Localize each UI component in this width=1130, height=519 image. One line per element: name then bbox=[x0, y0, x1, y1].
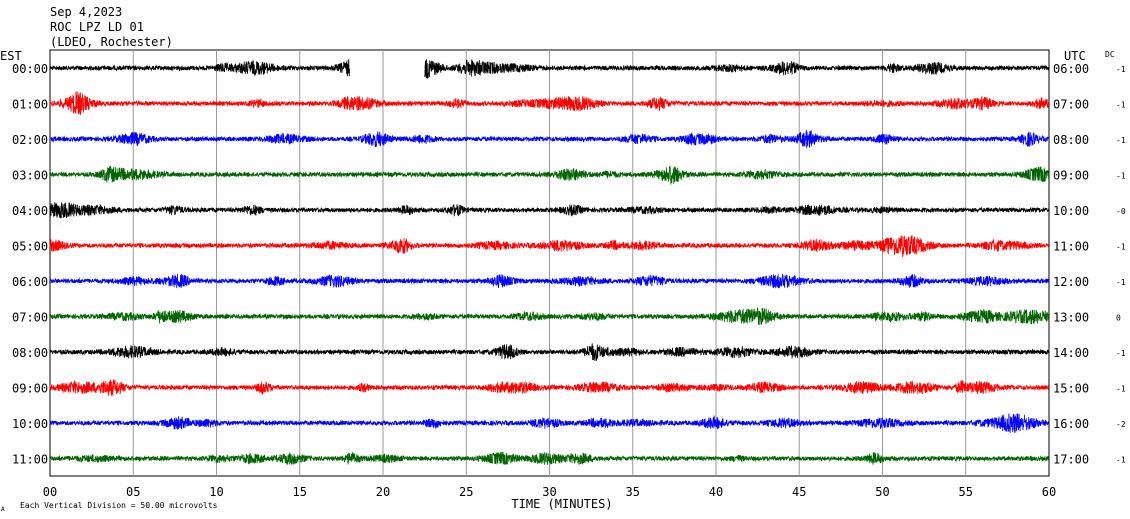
row-label-right: 09:00 bbox=[1053, 169, 1089, 183]
x-tick-label: 60 bbox=[1042, 485, 1056, 499]
seismic-trace bbox=[49, 91, 1050, 115]
vertical-division-note: Each Vertical Division = 50.00 microvolt… bbox=[20, 501, 218, 510]
row-label-right: 11:00 bbox=[1053, 240, 1089, 254]
row-label-right: 15:00 bbox=[1053, 382, 1089, 396]
row-dc-value: -1 bbox=[1116, 172, 1126, 181]
row-label-left: 00:00 bbox=[12, 62, 48, 76]
row-label-right: 06:00 bbox=[1053, 62, 1089, 76]
seismic-trace bbox=[49, 129, 1050, 149]
seismic-trace bbox=[49, 307, 1050, 325]
x-tick-label: 40 bbox=[709, 485, 723, 499]
x-tick-label: 45 bbox=[792, 485, 806, 499]
x-tick-label: 15 bbox=[293, 485, 307, 499]
x-tick-label: 05 bbox=[126, 485, 140, 499]
seismic-trace bbox=[49, 202, 1050, 219]
row-dc-value: -1 bbox=[1116, 456, 1126, 465]
seismic-trace bbox=[49, 343, 1050, 361]
row-label-right: 14:00 bbox=[1053, 346, 1089, 360]
date-label: Sep 4,2023 bbox=[50, 5, 122, 19]
row-label-left: 09:00 bbox=[12, 382, 48, 396]
row-dc-value: -1 bbox=[1116, 278, 1126, 287]
right-timezone-label: UTC bbox=[1064, 49, 1086, 63]
seismic-trace bbox=[49, 235, 1050, 258]
row-labels: 00:00 06:00 -1 01:00 07:00 -1 02:00 08:00 -1 03:0… bbox=[12, 62, 1126, 467]
seismic-trace bbox=[424, 59, 1050, 79]
dc-header-label: DC bbox=[1105, 50, 1115, 59]
x-axis-label: TIME (MINUTES) bbox=[511, 497, 612, 511]
x-tick-label: 35 bbox=[626, 485, 640, 499]
row-label-right: 13:00 bbox=[1053, 311, 1089, 325]
row-dc-value: -2 bbox=[1116, 420, 1126, 429]
row-label-left: 01:00 bbox=[12, 98, 48, 112]
x-tick-label: 25 bbox=[459, 485, 473, 499]
x-tick-label: 20 bbox=[376, 485, 390, 499]
row-label-right: 12:00 bbox=[1053, 275, 1089, 289]
seismic-trace bbox=[50, 451, 1050, 466]
time-grid bbox=[132, 50, 967, 476]
row-label-right: 08:00 bbox=[1053, 133, 1089, 147]
row-label-left: 11:00 bbox=[12, 453, 48, 467]
seismic-trace bbox=[49, 165, 1050, 185]
x-tick-label: 10 bbox=[209, 485, 223, 499]
seismic-traces bbox=[49, 59, 1050, 466]
row-label-left: 10:00 bbox=[12, 417, 48, 431]
row-label-right: 07:00 bbox=[1053, 98, 1089, 112]
row-dc-value: -1 bbox=[1116, 349, 1126, 358]
row-dc-value: -1 bbox=[1116, 101, 1126, 110]
seismic-trace bbox=[49, 413, 1050, 433]
row-dc-value: -1 bbox=[1116, 243, 1126, 252]
x-tick-label: 55 bbox=[959, 485, 973, 499]
corner-mark: A bbox=[1, 506, 5, 513]
row-dc-value: -0 bbox=[1116, 207, 1126, 216]
row-label-left: 04:00 bbox=[12, 204, 48, 218]
x-axis-ticks: 00 05 10 15 20 25 30 35 40 45 50 55 60 bbox=[43, 485, 1056, 499]
x-tick-label: 30 bbox=[542, 485, 556, 499]
row-label-right: 10:00 bbox=[1053, 204, 1089, 218]
row-dc-value: -1 bbox=[1116, 385, 1126, 394]
network-label: (LDEO, Rochester) bbox=[50, 35, 173, 49]
station-label: ROC LPZ LD 01 bbox=[50, 20, 144, 34]
row-label-left: 02:00 bbox=[12, 133, 48, 147]
left-timezone-label: EST bbox=[0, 49, 22, 63]
seismic-trace bbox=[49, 59, 350, 77]
row-label-left: 08:00 bbox=[12, 346, 48, 360]
row-dc-value: -1 bbox=[1116, 65, 1126, 74]
row-label-left: 03:00 bbox=[12, 169, 48, 183]
x-tick-label: 50 bbox=[875, 485, 889, 499]
row-label-left: 06:00 bbox=[12, 275, 48, 289]
row-label-right: 17:00 bbox=[1053, 453, 1089, 467]
row-label-right: 16:00 bbox=[1053, 417, 1089, 431]
row-label-left: 07:00 bbox=[12, 311, 48, 325]
seismic-trace bbox=[49, 379, 1050, 397]
row-dc-value: -1 bbox=[1116, 136, 1126, 145]
seismic-trace bbox=[49, 273, 1050, 289]
x-tick-label: 00 bbox=[43, 485, 57, 499]
row-dc-value: 0 bbox=[1116, 314, 1121, 323]
row-label-left: 05:00 bbox=[12, 240, 48, 254]
